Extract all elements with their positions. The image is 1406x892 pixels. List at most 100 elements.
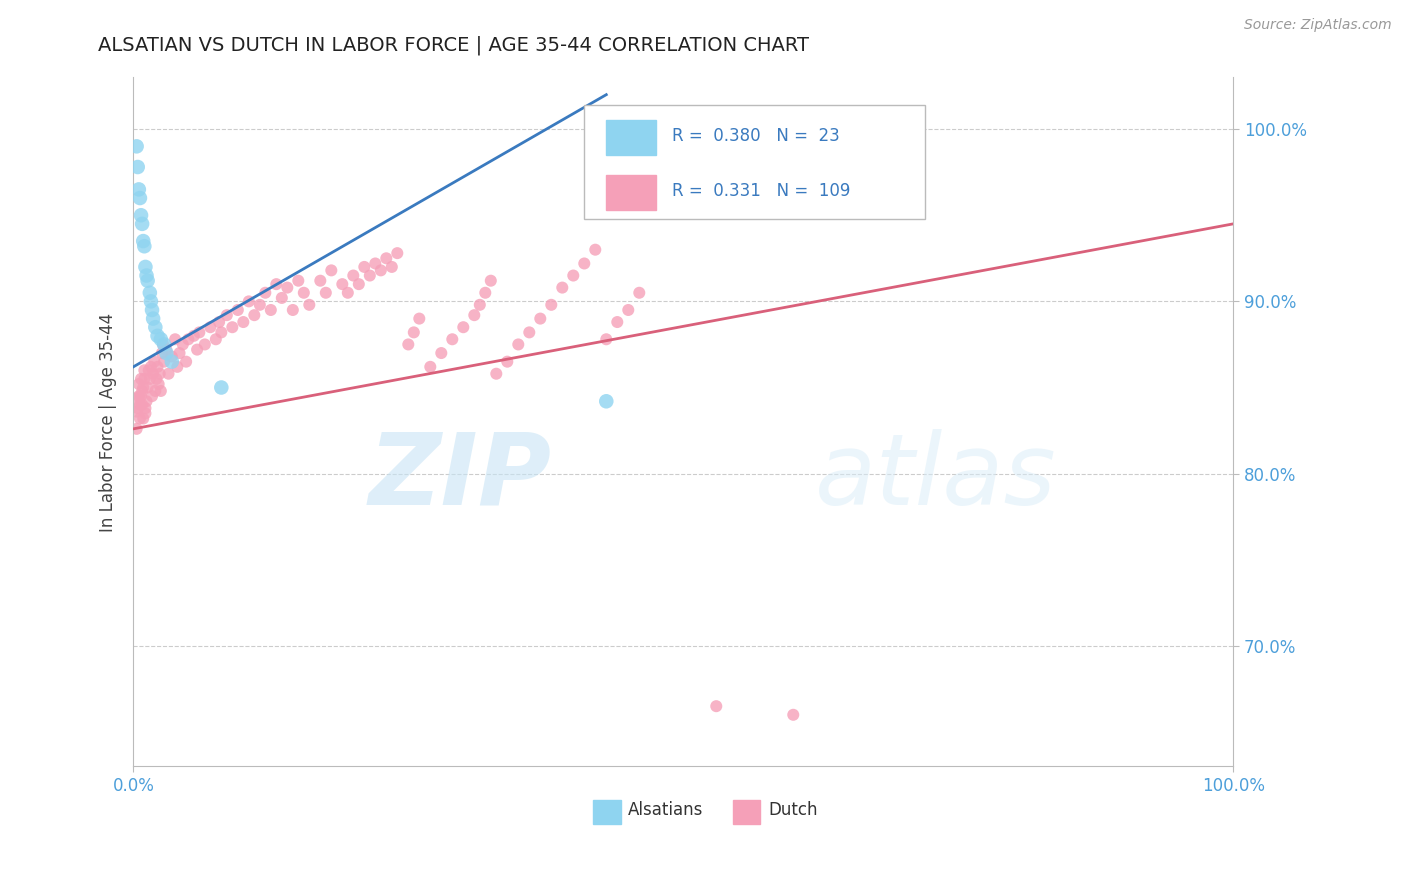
Point [143,384,166,398]
Point [160,350,183,364]
Point [139,359,162,374]
Point [595,332,617,346]
Point [139,372,162,386]
Point [128,377,150,392]
Point [142,367,165,381]
Point [468,298,491,312]
Point [209,326,232,340]
Point [281,303,304,318]
Point [287,274,309,288]
Point [127,160,149,174]
Point [381,260,404,274]
Point [148,377,170,392]
Point [155,343,177,357]
Point [155,346,177,360]
Point [150,346,173,360]
Text: atlas: atlas [815,428,1057,525]
Point [172,337,194,351]
Point [221,320,243,334]
Point [540,298,562,312]
Point [129,191,152,205]
Point [617,303,640,318]
Point [574,256,596,270]
Point [359,268,381,283]
Point [143,320,166,334]
Point [704,699,727,714]
FancyBboxPatch shape [733,799,761,823]
Point [153,354,176,368]
Point [127,401,149,416]
Point [132,380,155,394]
Point [129,411,152,425]
Point [139,285,162,300]
Point [606,315,628,329]
Point [463,308,485,322]
Point [226,303,249,318]
Point [551,280,574,294]
Point [430,346,453,360]
Point [132,234,155,248]
Point [129,208,152,222]
Point [131,384,153,398]
Y-axis label: In Labor Force | Age 35-44: In Labor Force | Age 35-44 [100,312,117,532]
Point [149,384,172,398]
Point [152,337,174,351]
Point [342,268,364,283]
Point [215,308,238,322]
Point [453,320,475,334]
Point [298,298,321,312]
Point [232,315,254,329]
Point [387,246,409,260]
Point [136,380,159,394]
Point [166,359,188,374]
Point [149,332,172,346]
Point [128,182,150,196]
Point [419,359,441,374]
Point [474,285,496,300]
Point [508,337,530,351]
Point [315,285,337,300]
Point [143,354,166,368]
Point [243,308,266,322]
Point [141,303,163,318]
Point [205,332,228,346]
Text: Source: ZipAtlas.com: Source: ZipAtlas.com [1244,18,1392,32]
FancyBboxPatch shape [606,176,655,210]
Point [364,256,387,270]
Point [562,268,585,283]
Point [145,372,167,386]
Point [127,391,149,405]
Text: R =  0.331   N =  109: R = 0.331 N = 109 [672,182,851,200]
Point [292,285,315,300]
Text: Dutch: Dutch [768,801,817,819]
Point [129,372,152,386]
Point [134,372,156,386]
FancyBboxPatch shape [593,799,620,823]
Point [134,239,156,253]
Point [402,326,425,340]
Point [375,252,398,266]
Text: Alsatians: Alsatians [628,801,703,819]
Point [183,328,205,343]
Text: R =  0.380   N =  23: R = 0.380 N = 23 [672,127,839,145]
Point [149,367,172,381]
Point [270,291,292,305]
Point [135,394,157,409]
Point [134,406,156,420]
Point [496,354,519,368]
Point [169,346,191,360]
Text: ZIP: ZIP [368,428,551,525]
Point [153,337,176,351]
Text: ALSATIAN VS DUTCH IN LABOR FORCE | AGE 35-44 CORRELATION CHART: ALSATIAN VS DUTCH IN LABOR FORCE | AGE 3… [98,36,810,55]
Point [129,389,152,403]
Point [782,707,804,722]
Point [200,320,222,334]
Point [330,277,353,292]
Point [353,260,375,274]
Point [249,298,271,312]
Point [276,280,298,294]
Point [408,311,430,326]
Point [135,268,157,283]
Point [517,326,540,340]
Point [347,277,370,292]
